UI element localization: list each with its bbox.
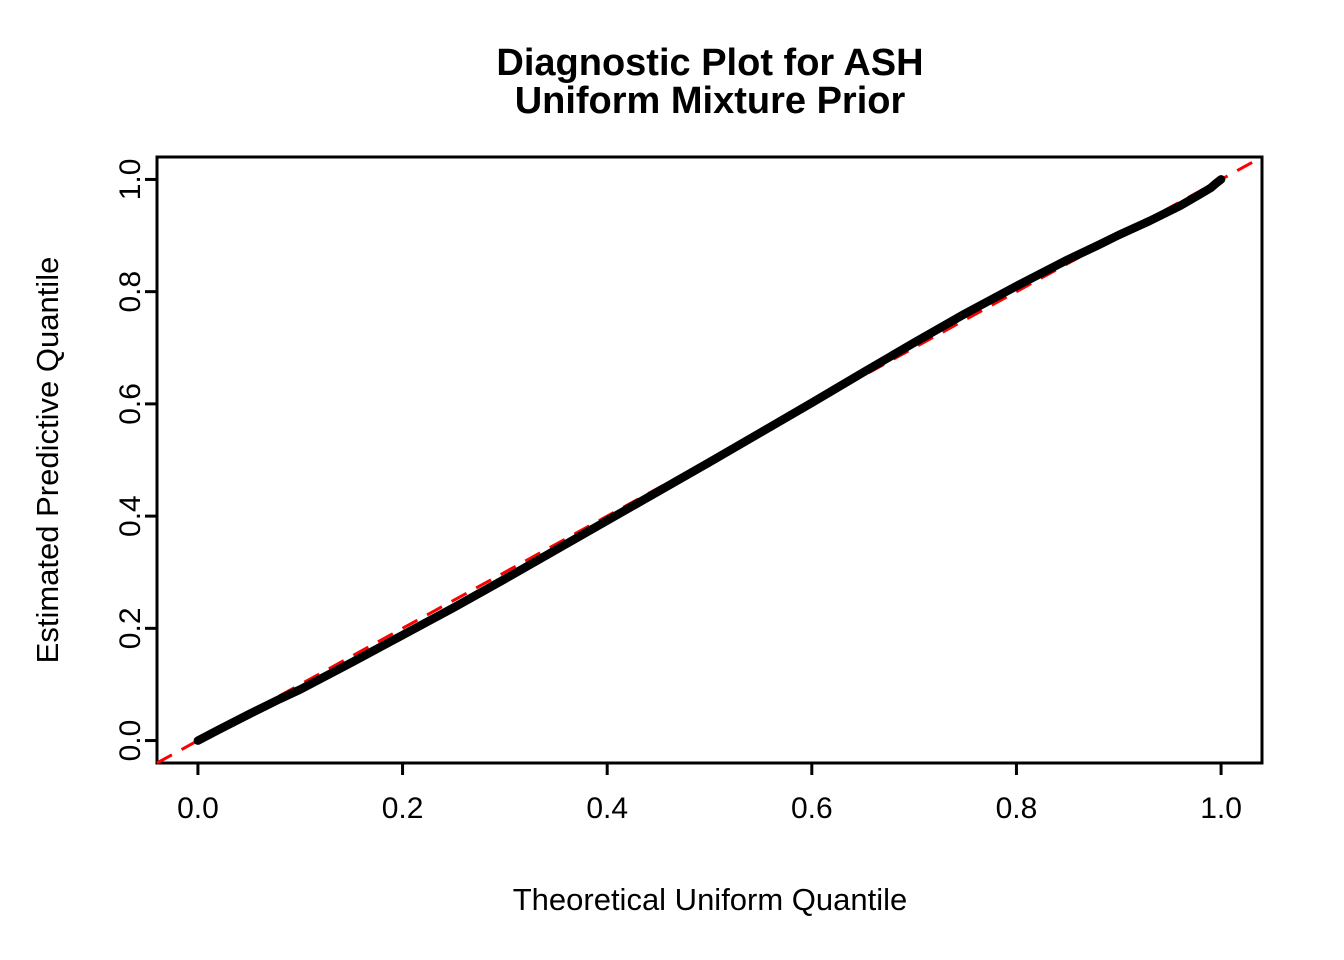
x-tick-label: 0.0 <box>177 792 219 825</box>
y-tick-label: 1.0 <box>114 159 147 201</box>
plot-area <box>156 155 1263 765</box>
chart-title-line2: Uniform Mixture Prior <box>515 80 906 122</box>
x-tick-label: 0.2 <box>382 792 424 825</box>
x-axis-ticks: 0.0 0.2 0.4 0.6 0.8 1.0 <box>177 763 1242 825</box>
y-tick-label: 0.8 <box>114 271 147 313</box>
chart-title-line1: Diagnostic Plot for ASH <box>496 42 923 84</box>
x-tick-label: 0.8 <box>996 792 1038 825</box>
qq-curve <box>193 175 1226 745</box>
x-tick-label: 0.6 <box>791 792 833 825</box>
y-axis-title: Estimated Predictive Quantile <box>30 257 65 664</box>
y-tick-label: 0.0 <box>114 720 147 762</box>
plot-frame <box>155 155 1264 765</box>
y-tick-label: 0.2 <box>114 607 147 649</box>
y-axis-ticks: 0.0 0.2 0.4 0.6 0.8 1.0 <box>114 159 157 762</box>
x-axis-title: Theoretical Uniform Quantile <box>513 882 908 917</box>
x-tick-label: 1.0 <box>1200 792 1242 825</box>
x-tick-label: 0.4 <box>586 792 628 825</box>
y-tick-label: 0.6 <box>114 383 147 425</box>
y-tick-label: 0.4 <box>114 495 147 537</box>
